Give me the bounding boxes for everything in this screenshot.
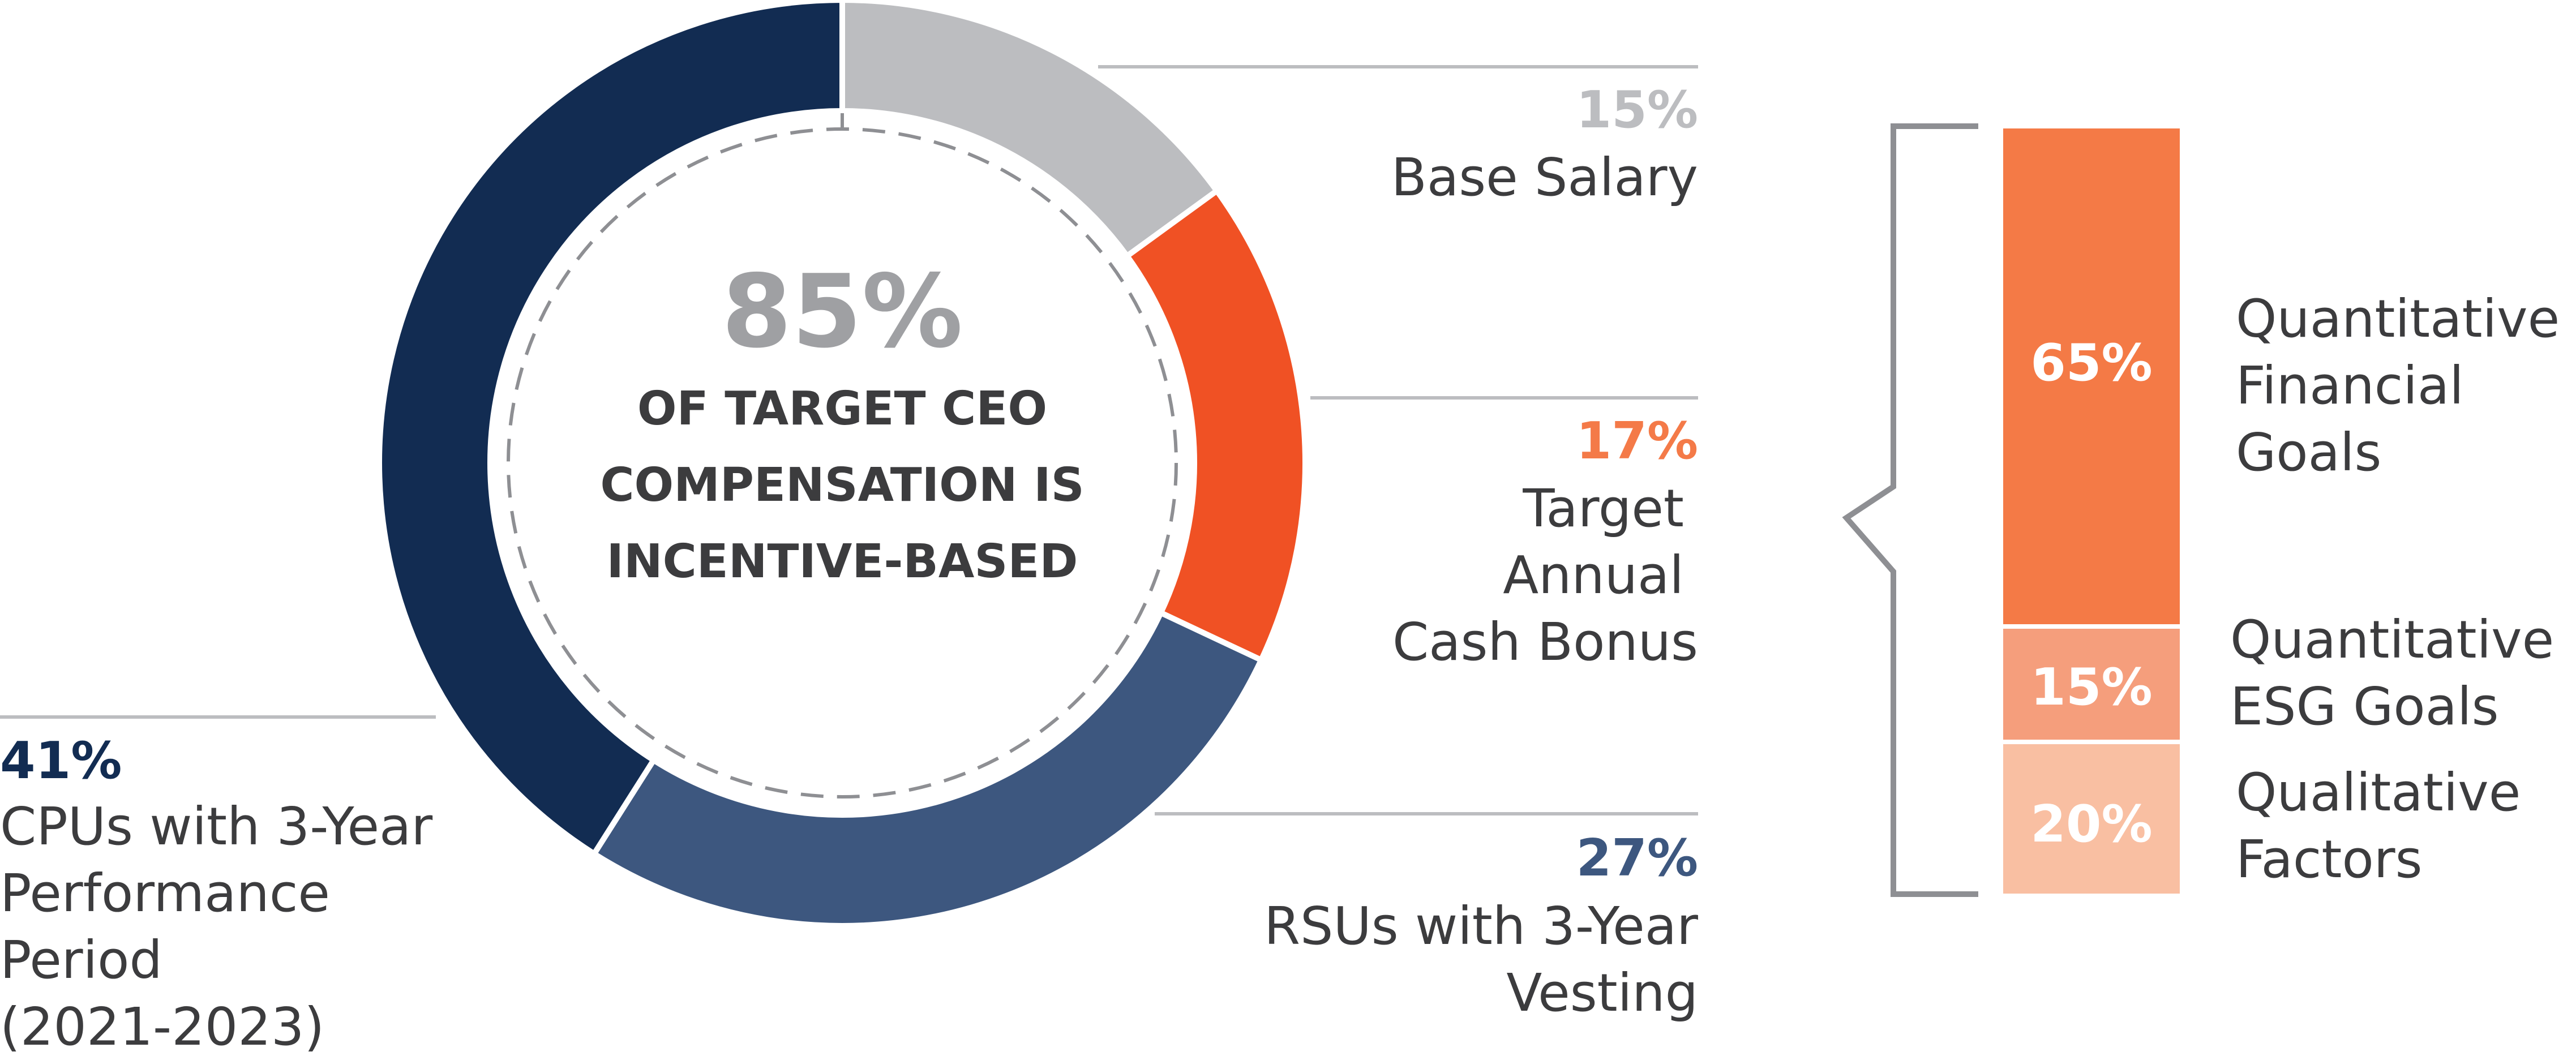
label-cash-bonus: 17% Target Annual Cash Bonus (1392, 411, 1698, 672)
cpus-name-line-2: Performance (0, 863, 330, 924)
esg-name-line-1: Quantitative (2230, 609, 2554, 670)
leader-lines (0, 65, 1698, 815)
label-qualitative: Qualitative Factors (2236, 762, 2521, 890)
stacked-bar (1999, 124, 2184, 898)
donut-chart (376, 0, 1308, 929)
label-base-salary: 15% Base Salary (1391, 80, 1698, 208)
cpus-name-line-1: CPUs with 3-Year (0, 796, 432, 857)
donut-slice-rsus (590, 609, 1265, 929)
cash-bonus-name-line-2: Annual (1503, 545, 1684, 606)
base-salary-percent: 15% (1576, 80, 1698, 140)
qualitative-name-line-2: Factors (2236, 829, 2423, 890)
rsus-name-line-1: RSUs with 3-Year (1264, 896, 1698, 956)
bar-segment-financial (1999, 124, 2184, 629)
center-text-line-3: INCENTIVE-BASED (606, 535, 1078, 589)
rsus-percent: 27% (1576, 829, 1698, 888)
qualitative-percent: 20% (2030, 795, 2152, 854)
cpus-percent: 41% (0, 731, 122, 791)
donut-slice-cpus (376, 0, 845, 858)
label-cpus: 41% CPUs with 3-Year Performance Period … (0, 731, 432, 1056)
center-text-line-2: COMPENSATION IS (600, 458, 1084, 512)
cpus-name-line-3: Period (0, 930, 162, 990)
label-esg: Quantitative ESG Goals (2230, 609, 2554, 737)
financial-name-line-2: Financial (2236, 355, 2464, 416)
rsus-name-line-2: Vesting (1506, 963, 1698, 1023)
financial-name-line-1: Quantitative (2236, 289, 2560, 349)
base-salary-name: Base Salary (1391, 147, 1698, 208)
bar-segment-qualitative (1999, 740, 2184, 898)
donut-slice-cash-bonus (1123, 187, 1308, 664)
cash-bonus-name-line-1: Target (1522, 478, 1684, 539)
esg-percent: 15% (2030, 658, 2152, 717)
cash-bonus-percent: 17% (1576, 411, 1698, 471)
cash-bonus-name-line-3: Cash Bonus (1392, 612, 1698, 672)
financial-name-line-3: Goals (2236, 422, 2381, 483)
esg-name-line-2: ESG Goals (2230, 676, 2499, 737)
bar-segment-esg (1999, 624, 2184, 744)
label-financial: Quantitative Financial Goals (2236, 289, 2560, 483)
center-text-line-1: OF TARGET CEO (637, 382, 1047, 436)
financial-percent: 65% (2030, 333, 2152, 393)
label-rsus: 27% RSUs with 3-Year Vesting (1264, 829, 1698, 1023)
cpus-name-line-4: (2021-2023) (0, 997, 324, 1056)
qualitative-name-line-1: Qualitative (2236, 762, 2521, 823)
bracket (1842, 123, 1978, 897)
donut-slice-base-salary (839, 0, 1221, 260)
center-value: 85% (722, 253, 963, 370)
